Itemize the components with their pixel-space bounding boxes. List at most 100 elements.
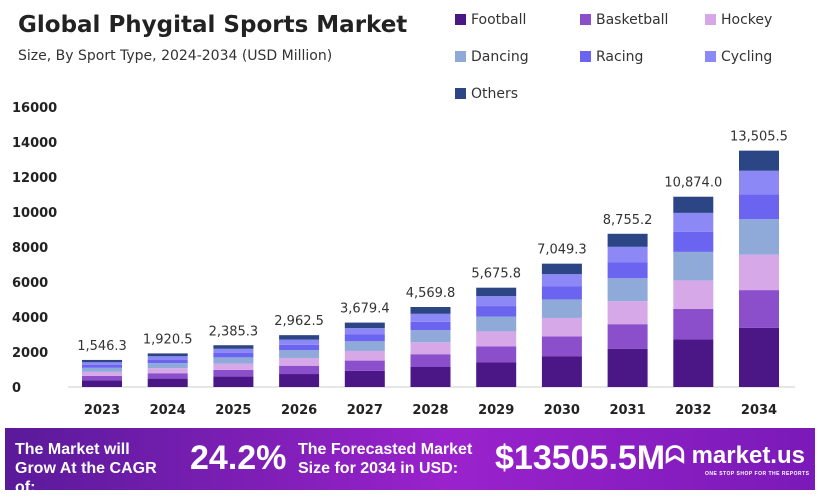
legend-swatch xyxy=(705,14,716,25)
bar-segment-cycling xyxy=(213,348,254,353)
bar-segment-racing xyxy=(82,364,122,368)
bar-segment-hockey xyxy=(344,350,385,361)
x-tick-label: 2034 xyxy=(741,403,777,418)
bar-segment-football xyxy=(410,366,451,387)
bar-segment-basketball xyxy=(410,354,451,367)
total-label: 4,569.8 xyxy=(406,286,456,301)
bar-segment-others xyxy=(213,345,254,349)
legend-swatch xyxy=(455,51,466,62)
bar-segment-racing xyxy=(541,286,582,300)
x-tick-label: 2030 xyxy=(544,403,580,418)
bar-segment-dancing xyxy=(279,350,320,358)
legend-swatch xyxy=(705,51,716,62)
bar-segment-cycling xyxy=(410,313,451,322)
bar-segment-dancing xyxy=(673,251,714,281)
logo-icon: ᗣ xyxy=(665,442,692,469)
x-tick-label: 2024 xyxy=(150,403,186,418)
legend-item: Dancing xyxy=(455,49,529,65)
bar-segment-dancing xyxy=(82,367,122,372)
logo: ᗣ market.us xyxy=(665,442,805,469)
bar-segment-football xyxy=(541,356,582,387)
bar-segment-basketball xyxy=(541,336,582,357)
y-tick-label: 6000 xyxy=(12,276,48,291)
y-tick-label: 2000 xyxy=(12,346,48,361)
bar-segment-basketball xyxy=(279,365,320,375)
total-label: 2,962.5 xyxy=(274,314,324,329)
bar-segment-others xyxy=(410,307,451,314)
legend-item: Racing xyxy=(580,49,643,65)
legend-swatch xyxy=(580,14,591,25)
bar-segment-dancing xyxy=(344,341,385,351)
y-tick-label: 10000 xyxy=(12,206,57,221)
x-tick-label: 2025 xyxy=(215,403,251,418)
bar-segment-basketball xyxy=(607,324,648,349)
bar-segment-dancing xyxy=(541,299,582,318)
legend-swatch xyxy=(455,14,466,25)
x-tick-label: 2026 xyxy=(281,403,317,418)
bar-segment-cycling xyxy=(147,356,188,360)
legend-item: Basketball xyxy=(580,12,668,28)
y-tick-label: 16000 xyxy=(12,101,57,116)
bar-segment-basketball xyxy=(147,373,188,379)
legend-item: Football xyxy=(455,12,526,28)
forecast-text: The Forecasted Market Size for 2034 in U… xyxy=(298,441,473,477)
bar-segment-others xyxy=(607,233,648,247)
bar-segment-hockey xyxy=(410,342,451,355)
total-label: 3,679.4 xyxy=(340,302,390,317)
cagr-value: 24.2% xyxy=(190,439,287,477)
bar-segment-others xyxy=(541,263,582,275)
bar-segment-hockey xyxy=(147,368,188,374)
bar-segment-hockey xyxy=(607,301,648,325)
bar-segment-dancing xyxy=(476,316,517,332)
bar-segment-racing xyxy=(344,334,385,342)
bar-segment-hockey xyxy=(213,363,254,370)
bar-segment-basketball xyxy=(82,375,122,381)
y-tick-label: 12000 xyxy=(12,171,57,186)
bar-segment-others xyxy=(476,287,517,297)
x-tick-label: 2029 xyxy=(478,403,514,418)
total-label: 1,546.3 xyxy=(77,339,127,354)
bar-segment-dancing xyxy=(410,330,451,343)
bar-segment-others xyxy=(147,353,188,357)
legend-item: Hockey xyxy=(705,12,772,28)
x-tick-label: 2023 xyxy=(84,403,120,418)
chart-plot: 0 2000 4000 6000 8000 10000 12000 14000 16000 1,5… xyxy=(12,101,795,418)
legend-item: Cycling xyxy=(705,49,772,65)
bar-segment-football xyxy=(147,378,188,387)
bar-segment-football xyxy=(607,348,648,387)
legend-item: Others xyxy=(455,86,518,102)
bar-segment-cycling xyxy=(279,339,320,345)
bar-segment-basketball xyxy=(673,308,714,340)
bar-segment-racing xyxy=(279,344,320,351)
total-label: 10,874.0 xyxy=(664,176,722,191)
summary-banner: The Market will Grow At the CAGR of: 24.… xyxy=(5,428,815,496)
y-tick-label: 14000 xyxy=(12,136,57,151)
bar-segment-cycling xyxy=(541,274,582,287)
bar-segment-basketball xyxy=(344,360,385,371)
forecast-value: $13505.5M xyxy=(495,439,666,477)
x-tick-label: 2028 xyxy=(412,403,448,418)
x-tick-label: 2031 xyxy=(610,403,646,418)
bar-segment-racing xyxy=(673,231,714,252)
legend-swatch xyxy=(580,51,591,62)
bar-segment-dancing xyxy=(213,357,254,364)
total-label: 7,049.3 xyxy=(537,243,587,258)
tagline: ONE STOP SHOP FOR THE REPORTS xyxy=(705,471,810,477)
total-label: 13,505.5 xyxy=(730,130,788,145)
bar-segment-dancing xyxy=(147,363,188,369)
bar-segment-football xyxy=(279,374,320,387)
bar-segment-hockey xyxy=(673,280,714,309)
bar-segment-racing xyxy=(410,321,451,331)
y-tick-label: 0 xyxy=(12,381,21,396)
y-tick-label: 4000 xyxy=(12,311,48,326)
x-tick-label: 2027 xyxy=(347,403,383,418)
bar-segment-basketball xyxy=(213,369,254,377)
total-label: 8,755.2 xyxy=(603,213,653,228)
bar-segment-dancing xyxy=(739,219,779,255)
cagr-text: The Market will Grow At the CAGR of: xyxy=(15,441,157,496)
bar-segment-cycling xyxy=(673,212,714,232)
bar-segment-racing xyxy=(147,359,188,364)
chart-title: Global Phygital Sports Market xyxy=(18,12,408,38)
bar-segment-football xyxy=(82,380,122,387)
y-tick-label: 8000 xyxy=(12,241,48,256)
